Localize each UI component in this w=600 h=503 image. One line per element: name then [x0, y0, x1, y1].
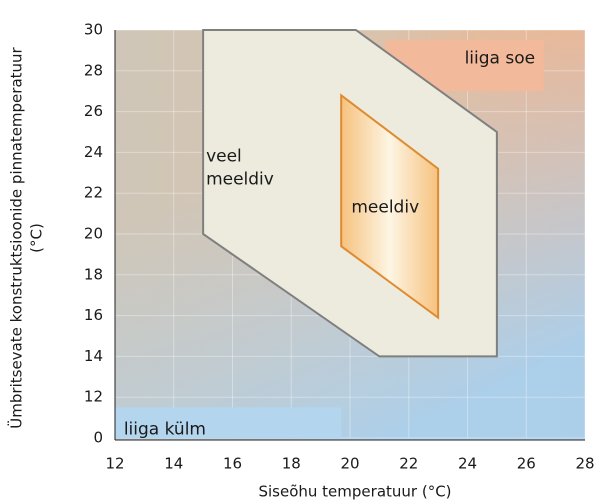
y-tick-label: 14: [84, 347, 103, 365]
region-label: meeldiv: [351, 197, 419, 217]
x-tick-label: 26: [517, 455, 536, 473]
y-tick-label: 12: [84, 388, 103, 406]
x-tick-label: 20: [340, 455, 359, 473]
y-tick-label: 24: [84, 143, 103, 161]
region-label: liiga külm: [124, 420, 206, 440]
x-tick-label: 18: [282, 455, 301, 473]
region: [115, 407, 342, 438]
x-tick-label: 28: [575, 455, 594, 473]
region-label: liiga soe: [465, 49, 536, 69]
y-tick-label: 20: [84, 225, 103, 243]
y-axis-label: Ümbritsevate konstruktsioonide pinnatemp…: [7, 46, 26, 428]
region: [385, 40, 544, 92]
y-axis-label: (°C): [28, 223, 46, 253]
y-tick-label: 0: [93, 429, 103, 447]
x-tick-label: 22: [399, 455, 418, 473]
region-label: meeldiv: [206, 169, 274, 189]
region: [340, 93, 440, 320]
y-tick-label: 22: [84, 184, 103, 202]
x-tick-label: 12: [105, 455, 124, 473]
x-axis-label: Siseõhu temperatuur (°C): [258, 483, 451, 501]
x-tick-label: 24: [458, 455, 477, 473]
y-tick-label: 30: [84, 21, 103, 39]
y-tick-label: 28: [84, 61, 103, 79]
x-tick-label: 14: [164, 455, 183, 473]
y-tick-label: 26: [84, 102, 103, 120]
y-tick-label: 16: [84, 306, 103, 324]
x-tick-label: 16: [223, 455, 242, 473]
y-tick-label: 18: [84, 265, 103, 283]
region-label: veel: [206, 146, 242, 166]
